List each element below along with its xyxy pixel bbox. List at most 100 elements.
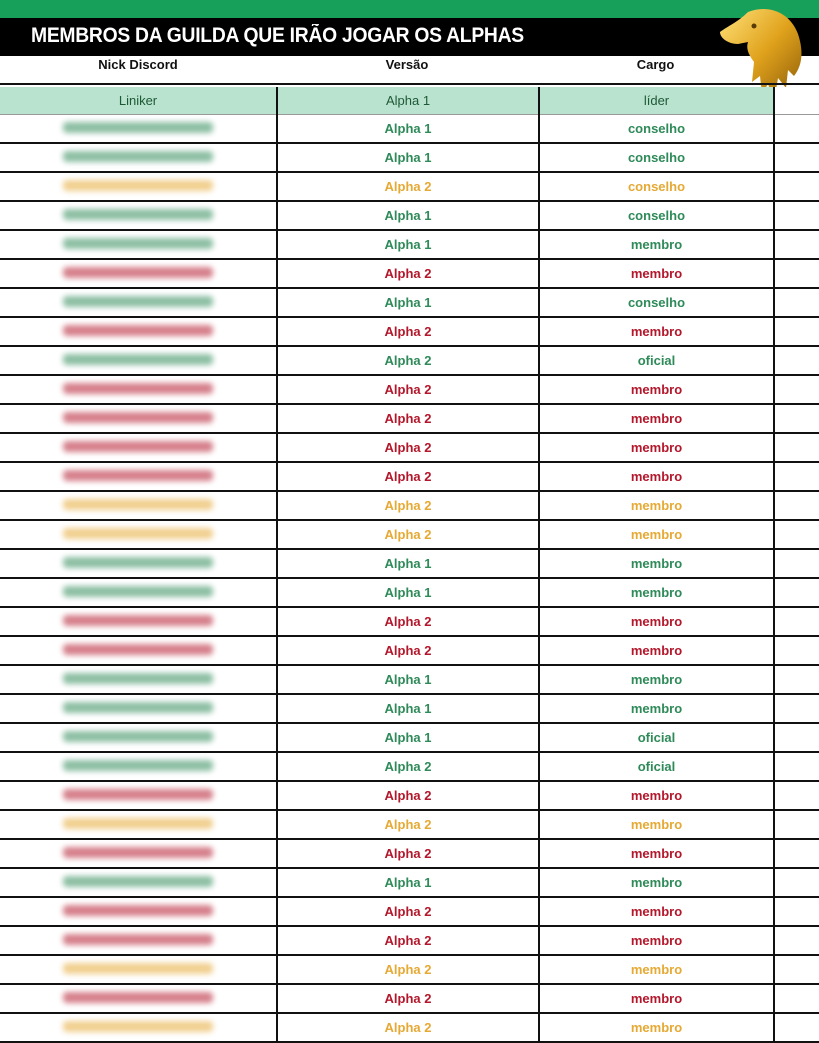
role-cell: membro	[539, 955, 775, 985]
role-cell: membro	[539, 839, 775, 869]
role-cell: conselho	[539, 288, 775, 318]
role-cell: membro	[539, 462, 775, 492]
nick-cell-redacted	[0, 955, 278, 985]
role-cell: membro	[539, 578, 775, 608]
column-header-nick: Nick Discord	[98, 57, 178, 72]
role-cell: conselho	[539, 143, 775, 173]
nick-cell-redacted	[0, 752, 278, 782]
blurred-nick	[63, 702, 213, 713]
blurred-nick	[63, 586, 213, 597]
table-row: Alpha 1 conselho	[0, 201, 819, 231]
leader-nick: Liniker	[0, 87, 278, 115]
table-row: Alpha 1 oficial	[0, 723, 819, 753]
version-cell: Alpha 1	[277, 665, 540, 695]
role-cell: membro	[539, 897, 775, 927]
version-cell: Alpha 2	[277, 491, 540, 521]
blurred-nick	[63, 673, 213, 684]
role-cell: membro	[539, 868, 775, 898]
role-cell: membro	[539, 491, 775, 521]
blurred-nick	[63, 325, 213, 336]
blurred-nick	[63, 180, 213, 191]
role-cell: membro	[539, 926, 775, 956]
version-cell: Alpha 2	[277, 433, 540, 463]
nick-cell-redacted	[0, 868, 278, 898]
blurred-nick	[63, 992, 213, 1003]
version-cell: Alpha 1	[277, 201, 540, 231]
table-row: Alpha 1 membro	[0, 549, 819, 579]
version-cell: Alpha 2	[277, 404, 540, 434]
version-cell: Alpha 2	[277, 1013, 540, 1043]
role-cell: membro	[539, 1013, 775, 1043]
blurred-nick	[63, 441, 213, 452]
blurred-nick	[63, 528, 213, 539]
version-cell: Alpha 2	[277, 259, 540, 289]
version-cell: Alpha 2	[277, 984, 540, 1014]
version-cell: Alpha 2	[277, 752, 540, 782]
blurred-nick	[63, 818, 213, 829]
table-row: Alpha 2 membro	[0, 984, 819, 1014]
members-table: Liniker Alpha 1 líder Alpha 1 conselho A…	[0, 87, 819, 1043]
table-row: Alpha 1 membro	[0, 694, 819, 724]
nick-cell-redacted	[0, 404, 278, 434]
blurred-nick	[63, 238, 213, 249]
blurred-nick	[63, 354, 213, 365]
role-cell: oficial	[539, 723, 775, 753]
nick-cell-redacted	[0, 810, 278, 840]
nick-cell-redacted	[0, 317, 278, 347]
role-cell: membro	[539, 549, 775, 579]
table-row: Alpha 1 membro	[0, 868, 819, 898]
blurred-nick	[63, 934, 213, 945]
blurred-nick	[63, 731, 213, 742]
nick-cell-redacted	[0, 926, 278, 956]
table-row: Alpha 2 membro	[0, 1013, 819, 1043]
version-cell: Alpha 1	[277, 694, 540, 724]
blurred-nick	[63, 209, 213, 220]
top-green-bar	[0, 0, 819, 18]
nick-cell-redacted	[0, 723, 278, 753]
nick-cell-redacted	[0, 578, 278, 608]
nick-cell-redacted	[0, 549, 278, 579]
role-cell: conselho	[539, 201, 775, 231]
blurred-nick	[63, 383, 213, 394]
role-cell: conselho	[539, 114, 775, 144]
table-row: Alpha 1 conselho	[0, 143, 819, 173]
version-cell: Alpha 1	[277, 868, 540, 898]
table-row: Alpha 2 membro	[0, 520, 819, 550]
nick-cell-redacted	[0, 462, 278, 492]
version-cell: Alpha 2	[277, 810, 540, 840]
table-row: Alpha 2 membro	[0, 810, 819, 840]
leader-role: líder	[539, 87, 775, 115]
version-cell: Alpha 1	[277, 549, 540, 579]
table-row: Alpha 1 membro	[0, 230, 819, 260]
blurred-nick	[63, 470, 213, 481]
blurred-nick	[63, 499, 213, 510]
version-cell: Alpha 2	[277, 172, 540, 202]
table-row: Alpha 2 membro	[0, 839, 819, 869]
nick-cell-redacted	[0, 665, 278, 695]
role-cell: conselho	[539, 172, 775, 202]
role-cell: membro	[539, 520, 775, 550]
version-cell: Alpha 2	[277, 346, 540, 376]
version-cell: Alpha 2	[277, 520, 540, 550]
nick-cell-redacted	[0, 201, 278, 231]
version-cell: Alpha 2	[277, 462, 540, 492]
blurred-nick	[63, 122, 213, 133]
blurred-nick	[63, 412, 213, 423]
blurred-nick	[63, 615, 213, 626]
version-cell: Alpha 2	[277, 607, 540, 637]
nick-cell-redacted	[0, 230, 278, 260]
role-cell: membro	[539, 607, 775, 637]
version-cell: Alpha 1	[277, 114, 540, 144]
version-cell: Alpha 2	[277, 317, 540, 347]
blurred-nick	[63, 876, 213, 887]
table-row: Alpha 2 membro	[0, 433, 819, 463]
nick-cell-redacted	[0, 897, 278, 927]
blurred-nick	[63, 296, 213, 307]
table-row: Alpha 2 membro	[0, 955, 819, 985]
blurred-nick	[63, 789, 213, 800]
blurred-nick	[63, 1021, 213, 1032]
blurred-nick	[63, 557, 213, 568]
column-header-role: Cargo	[636, 57, 675, 72]
page-title: MEMBROS DA GUILDA QUE IRÃO JOGAR OS ALPH…	[31, 24, 524, 47]
nick-cell-redacted	[0, 433, 278, 463]
